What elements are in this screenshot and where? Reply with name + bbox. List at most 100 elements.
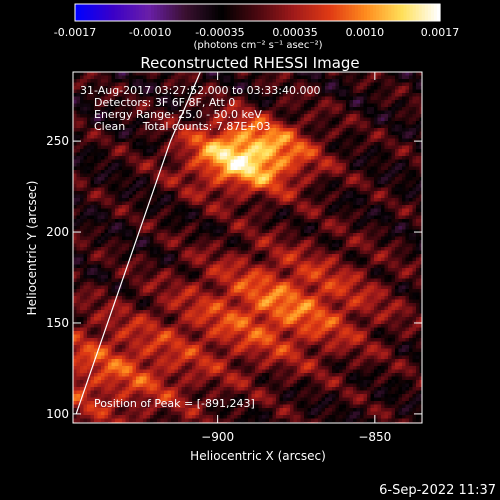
heatmap-cell bbox=[398, 117, 403, 122]
heatmap-cell bbox=[136, 86, 140, 90]
heatmap-cell bbox=[185, 135, 189, 139]
heatmap-cell bbox=[181, 145, 186, 150]
heatmap-cell bbox=[423, 237, 427, 241]
heatmap-cell bbox=[136, 96, 140, 101]
heatmap-cell bbox=[251, 152, 256, 157]
heatmap-cell bbox=[220, 100, 224, 104]
heatmap-cell bbox=[367, 222, 371, 227]
heatmap-cell bbox=[101, 103, 105, 108]
heatmap-cell bbox=[213, 86, 217, 90]
heatmap-cell bbox=[255, 124, 259, 129]
heatmap-cell bbox=[87, 75, 91, 80]
heatmap-cell bbox=[181, 233, 186, 237]
heatmap-cell bbox=[101, 121, 105, 125]
heatmap-cell bbox=[199, 117, 203, 122]
heatmap-cell bbox=[381, 145, 385, 150]
heatmap-cell bbox=[402, 222, 406, 227]
heatmap-cell bbox=[384, 128, 389, 132]
heatmap-cell bbox=[213, 156, 217, 160]
heatmap-cell bbox=[157, 79, 161, 83]
heatmap-cell bbox=[83, 205, 88, 209]
heatmap-cell bbox=[321, 138, 326, 143]
heatmap-cell bbox=[255, 170, 259, 174]
heatmap-cell bbox=[195, 212, 200, 216]
heatmap-cell bbox=[132, 149, 137, 153]
heatmap-cell bbox=[248, 163, 252, 167]
heatmap-cell bbox=[262, 233, 266, 237]
heatmap-cell bbox=[185, 86, 189, 90]
heatmap-cell bbox=[311, 212, 315, 216]
heatmap-cell bbox=[321, 107, 326, 111]
heatmap-cell bbox=[80, 107, 84, 111]
heatmap-cell bbox=[80, 177, 84, 181]
heatmap-cell bbox=[167, 149, 172, 153]
heatmap-cell bbox=[167, 212, 172, 216]
heatmap-cell bbox=[321, 177, 326, 181]
heatmap-cell bbox=[118, 93, 123, 97]
heatmap-cell bbox=[349, 152, 354, 157]
heatmap-cell bbox=[157, 201, 161, 206]
heatmap-cell bbox=[388, 233, 392, 237]
heatmap-cell bbox=[118, 128, 123, 132]
heatmap-cell bbox=[139, 86, 144, 90]
heatmap-cell bbox=[398, 166, 403, 171]
heatmap-cell bbox=[76, 117, 81, 122]
heatmap-cell bbox=[97, 177, 102, 181]
heatmap-cell bbox=[209, 194, 214, 199]
heatmap-cell bbox=[255, 82, 259, 87]
heatmap-cell bbox=[160, 117, 165, 122]
heatmap-cell bbox=[94, 166, 98, 171]
heatmap-cell bbox=[90, 152, 95, 157]
heatmap-cell bbox=[139, 135, 144, 139]
heatmap-cell bbox=[73, 170, 77, 174]
heatmap-cell bbox=[80, 138, 84, 143]
heatmap-cell bbox=[349, 156, 354, 160]
heatmap-cell bbox=[391, 180, 396, 185]
heatmap-cell bbox=[195, 236, 200, 241]
heatmap-cell bbox=[108, 145, 112, 150]
heatmap-cell bbox=[258, 201, 263, 206]
heatmap-cell bbox=[374, 86, 378, 90]
heatmap-cell bbox=[108, 138, 112, 143]
colorbar-segment bbox=[81, 4, 85, 21]
heatmap-cell bbox=[94, 110, 98, 115]
heatmap-cell bbox=[262, 138, 266, 143]
heatmap-cell bbox=[276, 166, 280, 171]
heatmap-cell bbox=[248, 166, 252, 171]
heatmap-cell bbox=[262, 201, 266, 206]
heatmap-cell bbox=[381, 72, 385, 76]
heatmap-cell bbox=[181, 121, 186, 125]
heatmap-cell bbox=[101, 236, 105, 241]
heatmap-cell bbox=[73, 191, 77, 195]
heatmap-cell bbox=[90, 184, 95, 188]
heatmap-cell bbox=[122, 166, 126, 171]
heatmap-cell bbox=[171, 114, 175, 118]
heatmap-cell bbox=[108, 131, 112, 136]
heatmap-cell bbox=[164, 212, 168, 216]
heatmap-cell bbox=[178, 198, 182, 202]
heatmap-cell bbox=[195, 173, 200, 178]
heatmap-cell bbox=[300, 135, 305, 139]
heatmap-cell bbox=[206, 194, 210, 199]
heatmap-cell bbox=[199, 170, 203, 174]
heatmap-cell bbox=[381, 215, 385, 220]
heatmap-cell bbox=[360, 82, 364, 87]
heatmap-cell bbox=[346, 191, 350, 195]
heatmap-cell bbox=[269, 145, 273, 150]
heatmap-cell bbox=[391, 226, 396, 230]
heatmap-cell bbox=[300, 184, 305, 188]
heatmap-cell bbox=[297, 100, 301, 104]
heatmap-cell bbox=[388, 145, 392, 150]
colorbar-segment bbox=[144, 4, 149, 21]
heatmap-cell bbox=[335, 121, 340, 125]
heatmap-cell bbox=[216, 96, 221, 101]
heatmap-cell bbox=[202, 75, 207, 80]
heatmap-cell bbox=[192, 177, 196, 181]
heatmap-cell bbox=[202, 152, 207, 157]
colorbar-segment bbox=[345, 4, 350, 21]
heatmap-cell bbox=[283, 229, 287, 234]
heatmap-cell bbox=[73, 194, 77, 199]
heatmap-cell bbox=[122, 173, 126, 178]
heatmap-cell bbox=[94, 233, 98, 237]
heatmap-cell bbox=[325, 201, 329, 206]
